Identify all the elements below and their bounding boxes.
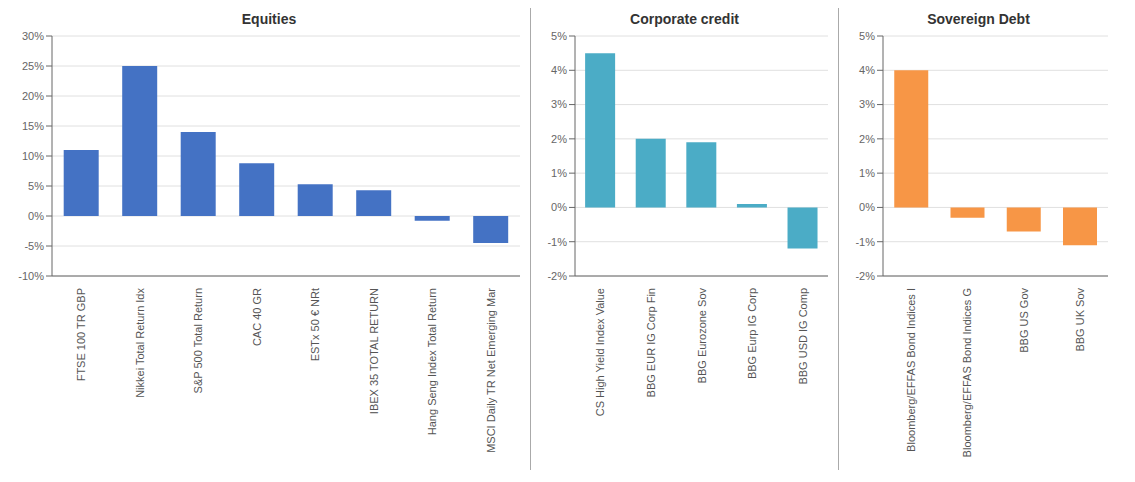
- svg-text:-2%: -2%: [547, 270, 567, 282]
- svg-text:BBG USD IG Comp: BBG USD IG Comp: [797, 288, 809, 385]
- html-text:Corporate credit: Corporate credit: [630, 11, 739, 27]
- svg-text:0%: 0%: [859, 201, 875, 213]
- svg-text:2%: 2%: [551, 133, 567, 145]
- svg-text:0%: 0%: [28, 210, 44, 222]
- svg-text:4%: 4%: [859, 64, 875, 76]
- svg-text:ESTx 50 € NRt: ESTx 50 € NRt: [309, 288, 321, 361]
- svg-text:5%: 5%: [551, 30, 567, 42]
- svg-text:BBG Eurozone Sov: BBG Eurozone Sov: [696, 288, 708, 384]
- svg-text:CAC 40 GR: CAC 40 GR: [251, 288, 263, 346]
- svg-text:0%: 0%: [551, 201, 567, 213]
- svg-text:3%: 3%: [859, 98, 875, 110]
- svg-text:2%: 2%: [859, 133, 875, 145]
- svg-text:Nikkei Total Return Idx: Nikkei Total Return Idx: [134, 288, 146, 398]
- svg-text:-1%: -1%: [547, 236, 567, 248]
- svg-text:-10%: -10%: [18, 270, 44, 282]
- svg-text:Hang Seng Index Total Return: Hang Seng Index Total Return: [426, 288, 438, 435]
- svg-text:Bloomberg/EFFAS Bond Indices G: Bloomberg/EFFAS Bond Indices G: [961, 288, 973, 457]
- svg-text:10%: 10%: [22, 150, 44, 162]
- svg-text:BBG Eurp IG Corp: BBG Eurp IG Corp: [746, 288, 758, 379]
- svg-text:-2%: -2%: [855, 270, 875, 282]
- html-text:Equities: Equities: [241, 11, 297, 27]
- svg-text:1%: 1%: [551, 167, 567, 179]
- svg-text:15%: 15%: [22, 120, 44, 132]
- html-text:Sovereign Debt: Sovereign Debt: [927, 11, 1030, 27]
- svg-text:BBG US Gov: BBG US Gov: [1018, 288, 1030, 353]
- svg-text:CS High Yield Index Value: CS High Yield Index Value: [594, 288, 606, 416]
- svg-text:BBG EUR IG Corp Fin: BBG EUR IG Corp Fin: [645, 288, 657, 397]
- svg-text:1%: 1%: [859, 167, 875, 179]
- svg-text:Bloomberg/EFFAS Bond Indices I: Bloomberg/EFFAS Bond Indices I: [905, 288, 917, 452]
- svg-text:25%: 25%: [22, 60, 44, 72]
- svg-text:20%: 20%: [22, 90, 44, 102]
- svg-text:5%: 5%: [28, 180, 44, 192]
- svg-text:5%: 5%: [859, 30, 875, 42]
- svg-text:30%: 30%: [22, 30, 44, 42]
- svg-text:BBG UK Sov: BBG UK Sov: [1074, 288, 1086, 352]
- svg-text:-1%: -1%: [855, 236, 875, 248]
- svg-text:MSCI Daily TR Net Emerging Mar: MSCI Daily TR Net Emerging Mar: [485, 288, 497, 453]
- svg-text:4%: 4%: [551, 64, 567, 76]
- svg-text:3%: 3%: [551, 98, 567, 110]
- svg-text:S&P 500 Total Return: S&P 500 Total Return: [192, 288, 204, 393]
- svg-text:FTSE 100 TR GBP: FTSE 100 TR GBP: [75, 288, 87, 381]
- svg-text:-5%: -5%: [24, 240, 44, 252]
- svg-text:IBEX 35 TOTAL RETURN: IBEX 35 TOTAL RETURN: [368, 288, 380, 414]
